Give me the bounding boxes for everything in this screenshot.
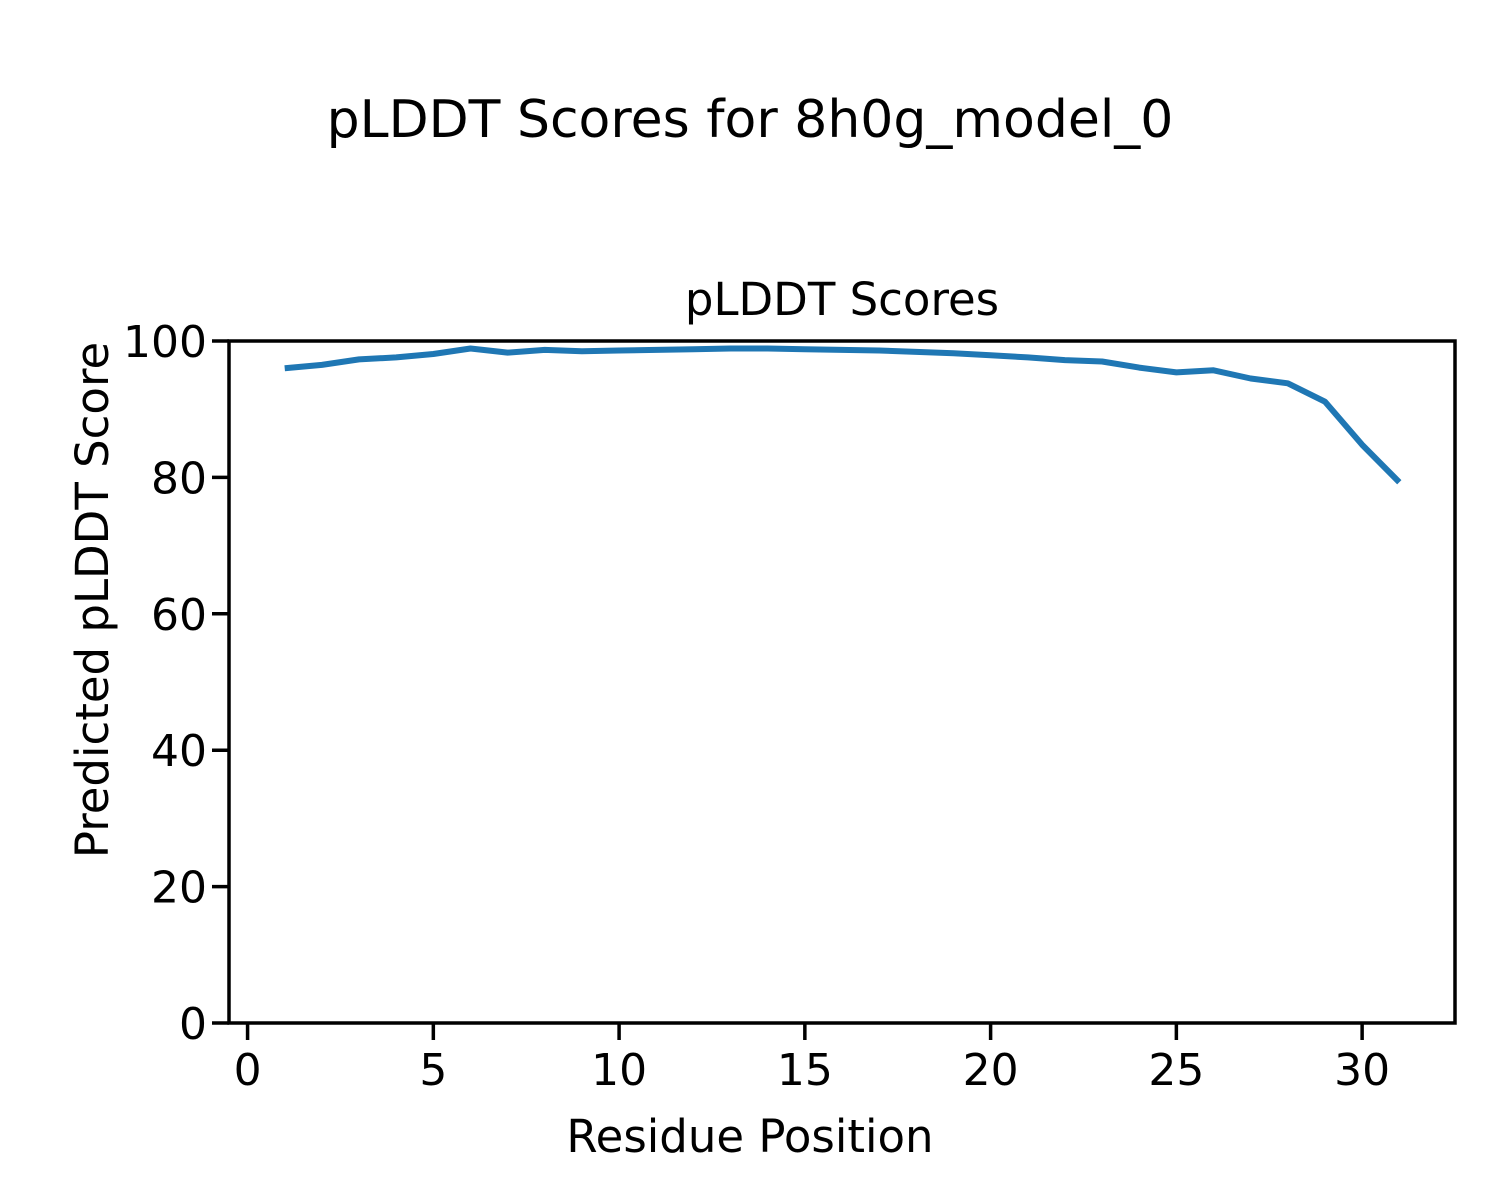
y-tick-label: 0 xyxy=(179,999,207,1050)
plot-area-border xyxy=(227,339,1457,1025)
x-axis-ticks: 0 5 10 15 20 25 30 xyxy=(234,1023,1390,1096)
x-tick-label: 5 xyxy=(419,1045,447,1096)
x-tick-label: 25 xyxy=(1148,1045,1204,1096)
y-tick-label: 60 xyxy=(151,590,207,641)
x-tick-label: 0 xyxy=(234,1045,262,1096)
y-tick-label: 80 xyxy=(151,453,207,504)
x-tick-label: 30 xyxy=(1334,1045,1390,1096)
x-tick-label: 10 xyxy=(591,1045,647,1096)
plddt-line-series xyxy=(284,345,1402,485)
y-tick-label: 100 xyxy=(123,317,207,368)
x-tick-label: 20 xyxy=(963,1045,1019,1096)
figure-title: pLDDT Scores for 8h0g_model_0 xyxy=(327,90,1174,150)
y-axis-label: Predicted pLDDT Score xyxy=(66,342,119,858)
x-axis-label: Residue Position xyxy=(566,1110,933,1163)
axes-title: pLDDT Scores xyxy=(685,273,999,326)
y-tick-label: 20 xyxy=(151,863,207,914)
y-axis-ticks: 0 20 40 60 80 100 xyxy=(123,317,229,1050)
x-tick-label: 15 xyxy=(777,1045,833,1096)
y-tick-label: 40 xyxy=(151,726,207,777)
